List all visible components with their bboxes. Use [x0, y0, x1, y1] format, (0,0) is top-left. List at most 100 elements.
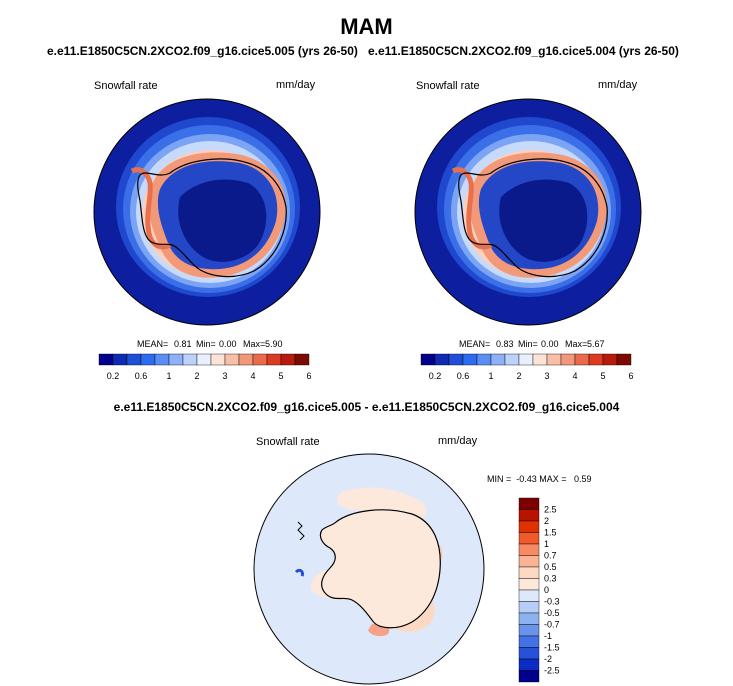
- left-colorbar-swatch: [210, 353, 226, 366]
- difference-colorbar-swatch: [518, 566, 540, 579]
- right-colorbar-swatch: [532, 353, 548, 366]
- left-colorbar-swatch: [154, 353, 170, 366]
- left-colorbar-swatch: [126, 353, 142, 366]
- difference-colorbar-tick-label: 0.5: [544, 562, 557, 572]
- left-colorbar-tick-label: 2: [194, 371, 199, 381]
- left-max-value: 5.90: [265, 339, 283, 349]
- difference-colorbar-swatch: [518, 543, 540, 556]
- difference-colorbar-swatch: [518, 635, 540, 648]
- difference-colorbar-tick-label: -2: [544, 654, 552, 664]
- difference-colorbar-tick-label: -1: [544, 631, 552, 641]
- difference-colorbar: 2.52 1.51 0.70.5 0.30 -0.3-0.5 -0.7-1 -1.5-2 -2…: [518, 497, 560, 683]
- right-colorbar-swatch: [462, 353, 478, 366]
- right-colorbar-tick-label: 2: [516, 371, 521, 381]
- right-colorbar-swatch: [616, 353, 632, 366]
- left-panel-units-label: mm/day: [276, 79, 316, 91]
- difference-colorbar-swatch: [518, 509, 540, 522]
- difference-min-max: MIN = -0.43 MAX = 0.59: [487, 474, 592, 484]
- difference-colorbar-tick-label: 1.5: [544, 528, 557, 538]
- right-min-label: Min=: [518, 339, 538, 349]
- right-colorbar-swatch: [504, 353, 520, 366]
- left-colorbar-tick-label: 0.6: [135, 371, 148, 381]
- left-colorbar-tick-label: 5: [278, 371, 283, 381]
- difference-colorbar-tick-label: -2.5: [544, 666, 560, 676]
- right-colorbar-tick-label: 1: [488, 371, 493, 381]
- right-panel-variable-label: Snowfall rate: [416, 80, 480, 92]
- right-colorbar-tick-label: 6: [628, 371, 633, 381]
- left-min-label: Min=: [196, 339, 216, 349]
- left-colorbar-tick-label: 4: [250, 371, 255, 381]
- right-colorbar-swatch: [490, 353, 506, 366]
- right-mean-label: MEAN=: [459, 339, 491, 349]
- left-colorbar-tick-label: 0.2: [107, 371, 120, 381]
- left-colorbar-swatch: [140, 353, 156, 366]
- right-colorbar-swatch: [518, 353, 534, 366]
- difference-colorbar-swatch: [518, 624, 540, 637]
- difference-colorbar-tick-label: 0: [544, 585, 549, 595]
- right-colorbar-swatch: [560, 353, 576, 366]
- left-mean-value: 0.81: [174, 339, 192, 349]
- left-colorbar-swatch: [168, 353, 184, 366]
- left-colorbar-tick-label: 1: [166, 371, 171, 381]
- left-colorbar-swatch: [182, 353, 198, 366]
- right-colorbar-swatch: [476, 353, 492, 366]
- left-colorbar-swatch: [238, 353, 254, 366]
- difference-colorbar-swatch: [518, 497, 540, 510]
- difference-units-label: mm/day: [438, 435, 478, 447]
- difference-colorbar-tick-label: 2: [544, 516, 549, 526]
- difference-colorbar-tick-label: 0.3: [544, 574, 557, 584]
- right-colorbar-swatch: [434, 353, 450, 366]
- left-colorbar: 0.2 0.6 1 2 3 4 5 6: [98, 353, 312, 381]
- left-colorbar-swatch: [112, 353, 128, 366]
- page-title: MAM: [340, 14, 393, 39]
- difference-colorbar-swatch: [518, 601, 540, 614]
- left-max-label: Max=: [243, 339, 266, 349]
- difference-colorbar-tick-label: 2.5: [544, 505, 557, 515]
- right-colorbar: 0.2 0.6 1 2 3 4 5 6: [420, 353, 634, 381]
- left-colorbar-tick-label: 3: [222, 371, 227, 381]
- right-colorbar-swatch: [420, 353, 436, 366]
- left-panel-variable-label: Snowfall rate: [94, 80, 158, 92]
- right-panel-units-label: mm/day: [598, 79, 638, 91]
- difference-variable-label: Snowfall rate: [256, 436, 320, 448]
- right-colorbar-swatch: [574, 353, 590, 366]
- left-colorbar-swatch: [196, 353, 212, 366]
- left-colorbar-swatch: [294, 353, 310, 366]
- left-colorbar-swatch: [98, 353, 114, 366]
- difference-colorbar-swatch: [518, 520, 540, 533]
- difference-colorbar-swatch: [518, 578, 540, 591]
- difference-colorbar-tick-label: -1.5: [544, 643, 560, 653]
- difference-colorbar-swatch: [518, 647, 540, 660]
- left-polar-map: [93, 98, 321, 326]
- right-colorbar-tick-label: 3: [544, 371, 549, 381]
- left-colorbar-swatch: [280, 353, 296, 366]
- right-colorbar-swatch: [588, 353, 604, 366]
- difference-colorbar-swatch: [518, 589, 540, 602]
- left-colorbar-swatch: [266, 353, 282, 366]
- left-colorbar-swatch: [252, 353, 268, 366]
- difference-colorbar-swatch: [518, 555, 540, 568]
- right-colorbar-tick-label: 5: [600, 371, 605, 381]
- right-colorbar-tick-label: 0.2: [429, 371, 442, 381]
- right-max-label: Max=: [565, 339, 588, 349]
- right-max-value: 5.67: [587, 339, 605, 349]
- left-panel-case-label: e.e11.E1850C5CN.2XCO2.f09_g16.cice5.005 …: [47, 44, 358, 58]
- left-mean-label: MEAN=: [137, 339, 169, 349]
- difference-colorbar-tick-label: -0.7: [544, 620, 560, 630]
- right-panel-case-label: e.e11.E1850C5CN.2XCO2.f09_g16.cice5.004 …: [368, 44, 679, 58]
- difference-colorbar-tick-label: 0.7: [544, 551, 557, 561]
- difference-colorbar-tick-label: 1: [544, 539, 549, 549]
- difference-colorbar-swatch: [518, 612, 540, 625]
- right-colorbar-tick-label: 4: [572, 371, 577, 381]
- difference-colorbar-tick-label: -0.5: [544, 608, 560, 618]
- difference-colorbar-swatch: [518, 670, 540, 683]
- difference-colorbar-tick-label: -0.3: [544, 597, 560, 607]
- right-polar-map: [414, 98, 642, 326]
- difference-colorbar-swatch: [518, 532, 540, 545]
- right-colorbar-swatch: [602, 353, 618, 366]
- left-colorbar-swatch: [224, 353, 240, 366]
- left-colorbar-tick-label: 6: [306, 371, 311, 381]
- right-mean-value: 0.83: [496, 339, 514, 349]
- right-colorbar-swatch: [546, 353, 562, 366]
- right-colorbar-tick-label: 0.6: [457, 371, 470, 381]
